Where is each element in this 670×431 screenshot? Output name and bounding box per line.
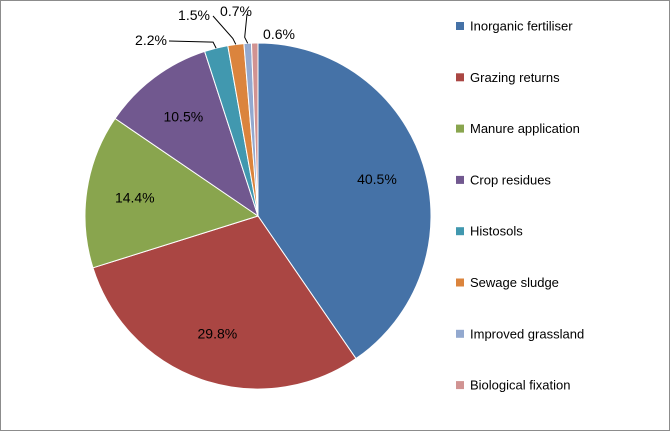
data-label-1: 29.8% [198, 326, 238, 342]
legend-swatch-4 [456, 227, 464, 236]
legend-swatch-2 [456, 124, 464, 133]
legend-swatch-5 [456, 278, 464, 287]
data-label-2: 14.4% [115, 190, 155, 206]
pie-slice-3 [114, 50, 259, 218]
legend-label-2: Manure application [470, 121, 580, 136]
legend-swatch-6 [456, 329, 464, 338]
legend-label-0: Inorganic fertiliser [470, 19, 573, 34]
legend-label-1: Grazing returns [470, 70, 560, 85]
leader-line-4 [168, 40, 217, 49]
data-label-5: 1.5% [178, 7, 210, 23]
legend-swatch-1 [456, 73, 464, 82]
pie-slice-2 [84, 117, 260, 269]
legend-label-7: Biological fixation [470, 378, 570, 393]
legend-swatch-3 [456, 175, 464, 184]
legend-label-6: Improved grassland [470, 326, 584, 341]
legend-label-3: Crop residues [470, 172, 551, 187]
data-label-3: 10.5% [163, 108, 203, 124]
pie-slice-1 [92, 215, 357, 390]
legend-label-5: Sewage sludge [470, 275, 559, 290]
pie-slice-7 [250, 42, 259, 217]
data-label-7: 0.6% [263, 26, 295, 42]
data-label-0: 40.5% [357, 171, 397, 187]
legend-swatch-7 [456, 381, 464, 390]
leader-line-6 [244, 13, 249, 44]
legend-swatch-0 [456, 22, 464, 30]
pie-slice-0 [257, 42, 432, 360]
data-label-4: 2.2% [135, 32, 167, 48]
legend-label-4: Histosols [470, 224, 523, 239]
leader-line-5 [212, 15, 237, 45]
data-label-6: 0.7% [220, 3, 252, 19]
